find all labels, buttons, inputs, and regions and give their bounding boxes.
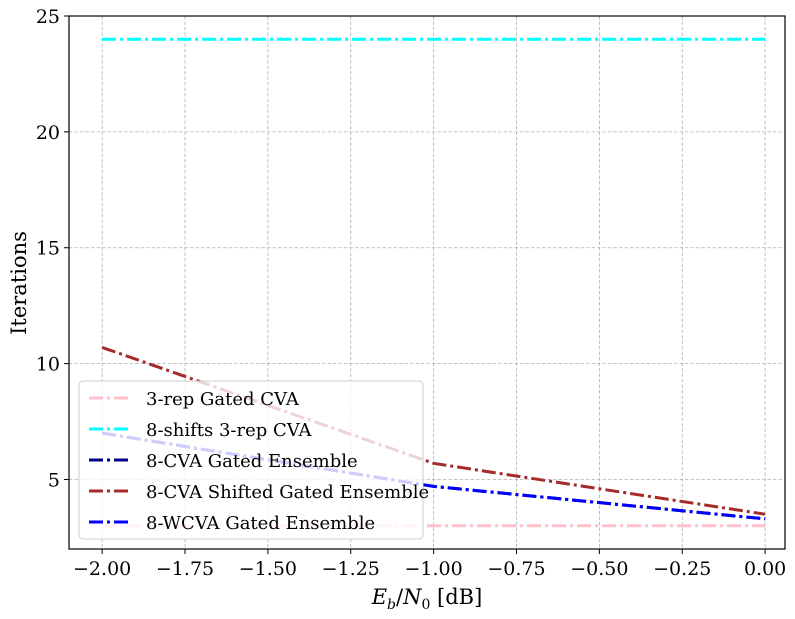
x-tick-label: −2.00	[73, 558, 131, 580]
x-tick-label: −1.75	[156, 558, 214, 580]
y-axis-label: Iterations	[7, 231, 31, 335]
x-tick-label: −1.00	[405, 558, 463, 580]
plot-frame	[68, 15, 786, 550]
x-tick-label: −1.25	[322, 558, 380, 580]
legend: 3-rep Gated CVA 8-shifts 3-rep CVA 8-CVA G…	[78, 380, 429, 540]
ticks: −2.00 −1.75 −1.50 −1.25 −1.00 −0.75 −0.50 −0.25…	[36, 6, 786, 580]
y-tick-label: 10	[36, 354, 60, 376]
legend-box	[78, 380, 424, 540]
x-tick-label: −0.50	[570, 558, 628, 580]
legend-label: 3-rep Gated CVA	[146, 389, 300, 410]
legend-label: 8-WCVA Gated Ensemble	[146, 513, 375, 534]
x-axis-label: Eb/N0 [dB]	[371, 585, 483, 613]
legend-label: 8-shifts 3-rep CVA	[146, 420, 313, 441]
x-tick-label: −0.75	[487, 558, 545, 580]
legend-label: 8-CVA Gated Ensemble	[146, 451, 358, 472]
y-tick-label: 25	[36, 6, 60, 28]
series-line	[101, 345, 766, 516]
y-tick-label: 15	[36, 238, 60, 260]
x-tick-label: 0.00	[744, 558, 786, 580]
legend-label: 8-CVA Shifted Gated Ensemble	[146, 482, 429, 503]
x-tick-label: −0.25	[653, 558, 711, 580]
y-tick-label: 5	[48, 469, 60, 491]
y-tick-label: 20	[36, 122, 60, 144]
x-tick-label: −1.50	[239, 558, 297, 580]
